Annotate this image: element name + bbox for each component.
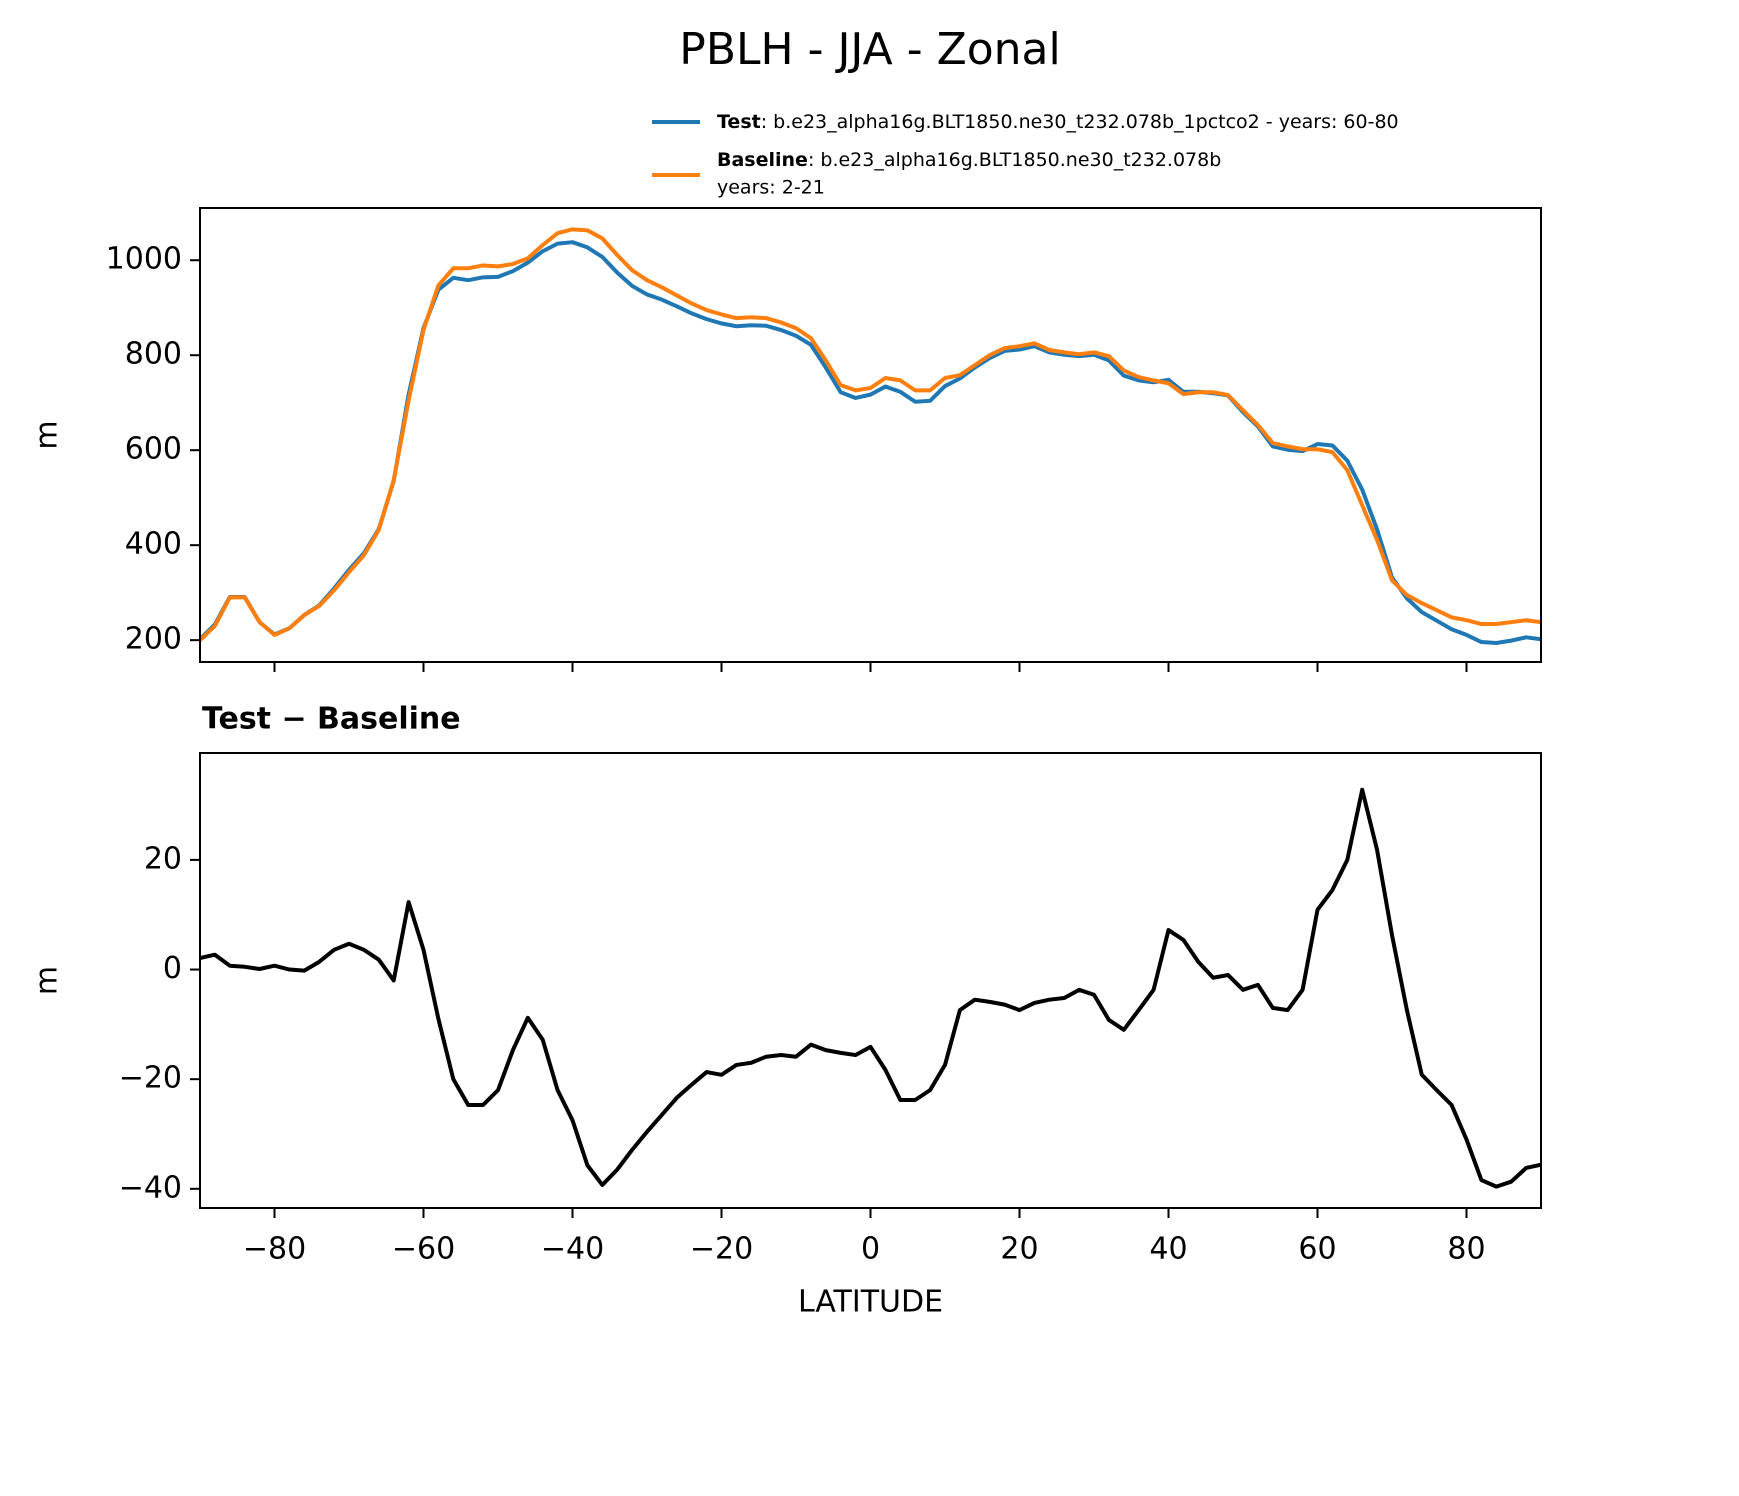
x-tick-label: 20: [1000, 1232, 1038, 1267]
data-line: [200, 227, 1541, 642]
axes-frame: [199, 207, 1542, 663]
data-line: [200, 787, 1541, 1189]
legend-label: Test: b.e23_alpha16g.BLT1850.ne30_t232.0…: [717, 111, 1399, 133]
y-tick-label: −40: [119, 1170, 182, 1205]
y-axis-label: m: [30, 420, 65, 449]
x-tick-label: 0: [861, 1232, 880, 1267]
legend-name: Baseline: [717, 149, 808, 171]
subplot: 200 400 600 800 1000 m: [30, 207, 1542, 672]
y-tick-label: −20: [119, 1061, 182, 1096]
x-tick-label: −20: [690, 1232, 753, 1267]
x-tick-label: −40: [541, 1232, 604, 1267]
legend-description-line2: years: 2-21: [717, 177, 825, 199]
legend-description: : b.e23_alpha16g.BLT1850.ne30_t232.078b_…: [761, 111, 1399, 133]
legend-name: Test: [717, 111, 761, 133]
subplot: −40 −20 0 20 −80 −60 −40 −20 0 20 40 60 80 m LATITUDE T…: [30, 702, 1542, 1320]
x-axis-label: LATITUDE: [798, 1285, 943, 1320]
legend: Test: b.e23_alpha16g.BLT1850.ne30_t232.0…: [652, 111, 1399, 199]
y-tick-label: 1000: [106, 242, 182, 277]
x-tick-label: 80: [1447, 1232, 1485, 1267]
axes-frame: [199, 752, 1542, 1209]
y-tick-label: 600: [125, 432, 182, 467]
y-tick-label: 800: [125, 337, 182, 372]
y-tick-label: 200: [125, 622, 182, 657]
y-tick-label: 0: [163, 951, 182, 986]
y-tick-label: 400: [125, 527, 182, 562]
x-tick-label: 40: [1149, 1232, 1187, 1267]
subplot-title: Test − Baseline: [202, 702, 461, 737]
y-tick-label: 20: [144, 841, 182, 876]
x-tick-label: 60: [1298, 1232, 1336, 1267]
x-tick-label: −80: [243, 1232, 306, 1267]
x-tick-label: −60: [392, 1232, 455, 1267]
y-axis-label: m: [30, 966, 65, 995]
legend-label: Baseline: b.e23_alpha16g.BLT1850.ne30_t2…: [717, 149, 1221, 171]
legend-description: : b.e23_alpha16g.BLT1850.ne30_t232.078b: [808, 149, 1221, 171]
figure-title: PBLH - JJA - Zonal: [679, 24, 1060, 75]
